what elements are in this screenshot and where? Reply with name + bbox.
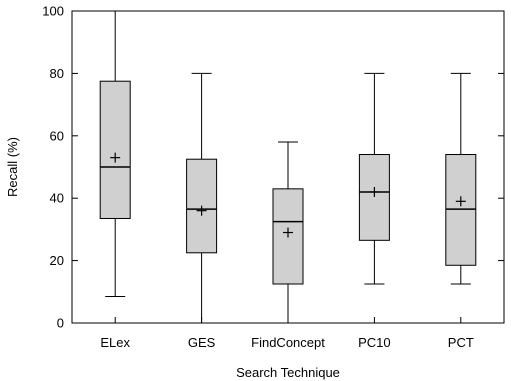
y-tick-label: 60 — [50, 128, 64, 143]
x-axis-ticks: ELex GES FindConcept PC10 PCT — [100, 317, 474, 350]
box-ges — [186, 72, 218, 324]
box-elex — [99, 10, 131, 297]
x-tick-label: GES — [188, 335, 216, 350]
y-axis-ticks: 0 20 40 60 80 100 — [42, 4, 504, 331]
iqr-box — [99, 80, 131, 219]
iqr-box — [445, 154, 477, 266]
y-tick-label: 0 — [57, 316, 64, 331]
x-tick-label: PCT — [448, 335, 474, 350]
x-tick-label: ELex — [100, 335, 130, 350]
x-tick-label: PC10 — [358, 335, 391, 350]
y-tick-label: 100 — [42, 4, 64, 19]
x-axis-label: Search Technique — [236, 365, 340, 380]
box-pct — [445, 72, 477, 285]
box-pc10 — [358, 72, 390, 285]
iqr-box — [358, 154, 390, 241]
y-tick-label: 20 — [50, 253, 64, 268]
y-tick-label: 80 — [50, 66, 64, 81]
x-tick-label: FindConcept — [251, 335, 325, 350]
box-series — [99, 10, 477, 324]
y-axis-label: Recall (%) — [5, 137, 20, 197]
y-tick-label: 40 — [50, 191, 64, 206]
box-findconcept — [272, 141, 304, 324]
